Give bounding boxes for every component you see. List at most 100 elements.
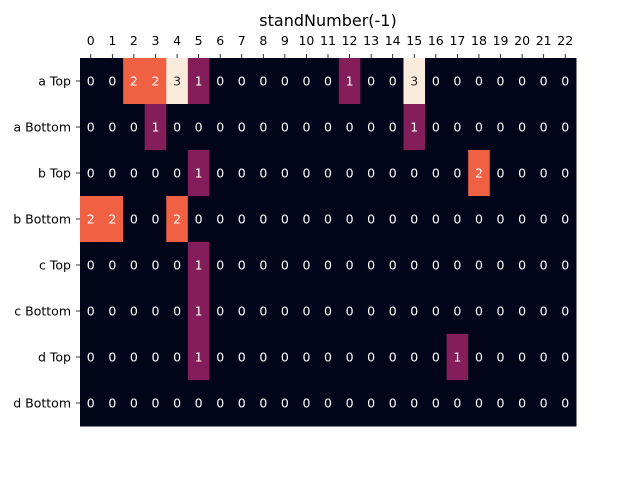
cell-value-label: 0 [324,74,332,89]
heatmap-cell [381,196,404,243]
heatmap-cell [317,242,340,289]
cell-value-label: 0 [259,74,267,89]
heatmap-cell [381,380,404,427]
heatmap-cell [209,104,232,151]
heatmap-cell [123,150,146,197]
heatmap-cell [80,334,103,381]
cell-value-label: 1 [410,120,418,135]
heatmap-cell [446,104,469,151]
heatmap-cell [446,150,469,197]
heatmap-cell [295,288,318,335]
cell-value-label: 0 [367,74,375,89]
cell-value-label: 0 [152,304,160,319]
cell-value-label: 0 [540,350,548,365]
cell-value-label: 0 [324,212,332,227]
heatmap-cell [381,104,404,151]
cell-value-label: 2 [152,74,160,89]
heatmap-cell [317,104,340,151]
cell-value-label: 0 [410,350,418,365]
cell-value-label: 0 [475,396,483,411]
heatmap-cell [446,334,469,381]
cell-value-label: 0 [152,212,160,227]
heatmap-cell [468,334,491,381]
heatmap-cell [360,242,383,289]
cell-value-label: 0 [561,396,569,411]
x-axis-ticks: 0 1 2 3 4 5 6 7 8 9 10 11 12 13 14 15 16 17 18 19 20 21 22 [87,33,573,58]
cell-value-label: 0 [152,166,160,181]
cell-value-label: 0 [259,258,267,273]
heatmap-cell [403,288,426,335]
cell-value-label: 0 [108,304,116,319]
cell-value-label: 0 [346,120,354,135]
heatmap-cell [425,104,448,151]
cell-value-label: 0 [216,212,224,227]
x-tick-label: 12 [342,33,358,48]
cell-value-label: 0 [324,120,332,135]
heatmap-cell [144,58,167,105]
cell-value-label: 0 [453,120,461,135]
heatmap-cell [468,242,491,289]
cell-value-label: 0 [302,74,310,89]
heatmap-cell [360,380,383,427]
cell-value-label: 0 [173,258,181,273]
heatmap-cell [468,196,491,243]
heatmap-cell [468,288,491,335]
heatmap-cell [360,334,383,381]
heatmap-cell [317,288,340,335]
cell-value-label: 0 [367,304,375,319]
heatmap-cell [252,104,275,151]
cell-value-label: 0 [497,396,505,411]
heatmap-cell [252,242,275,289]
cell-value-label: 0 [497,212,505,227]
heatmap-cell [209,58,232,105]
heatmap-cell [360,58,383,105]
heatmap-cell [532,242,555,289]
heatmap-cell [80,150,103,197]
x-tick-label: 19 [493,33,509,48]
x-tick-label: 1 [108,33,116,48]
heatmap-cell [274,104,297,151]
cell-value-label: 0 [518,396,526,411]
cell-value-label: 0 [367,212,375,227]
heatmap-cell [123,196,146,243]
heatmap-cell [144,196,167,243]
heatmap-cell [489,242,512,289]
heatmap-cell [209,288,232,335]
cell-value-label: 1 [195,304,203,319]
heatmap-cell [144,334,167,381]
cell-value-label: 0 [108,258,116,273]
y-tick-label: c Top [39,258,71,273]
heatmap-cell [317,196,340,243]
cell-value-label: 0 [130,166,138,181]
heatmap-cell [295,58,318,105]
heatmap-cell [166,196,189,243]
cell-value-label: 0 [453,258,461,273]
heatmap-cell [338,104,361,151]
heatmap-cell [554,58,577,105]
cell-value-label: 0 [259,120,267,135]
heatmap-cell [123,288,146,335]
heatmap-cell [360,196,383,243]
heatmap-cell [381,58,404,105]
heatmap-cell [532,334,555,381]
cell-value-label: 0 [475,212,483,227]
cell-value-label: 0 [518,166,526,181]
heatmap-cell [532,288,555,335]
heatmap-cell [532,196,555,243]
heatmap-cell [511,150,534,197]
heatmap-cell [511,104,534,151]
cell-value-label: 0 [152,350,160,365]
heatmap-cell [187,104,210,151]
cell-value-label: 0 [259,304,267,319]
cell-value-label: 0 [173,166,181,181]
cell-value-label: 0 [346,212,354,227]
cell-value-label: 0 [324,396,332,411]
x-tick-label: 6 [216,33,224,48]
heatmap-cell [274,196,297,243]
heatmap-cell [446,288,469,335]
heatmap-cell [403,104,426,151]
cell-value-label: 0 [475,74,483,89]
heatmap-cell [554,104,577,151]
cell-value-label: 0 [324,304,332,319]
